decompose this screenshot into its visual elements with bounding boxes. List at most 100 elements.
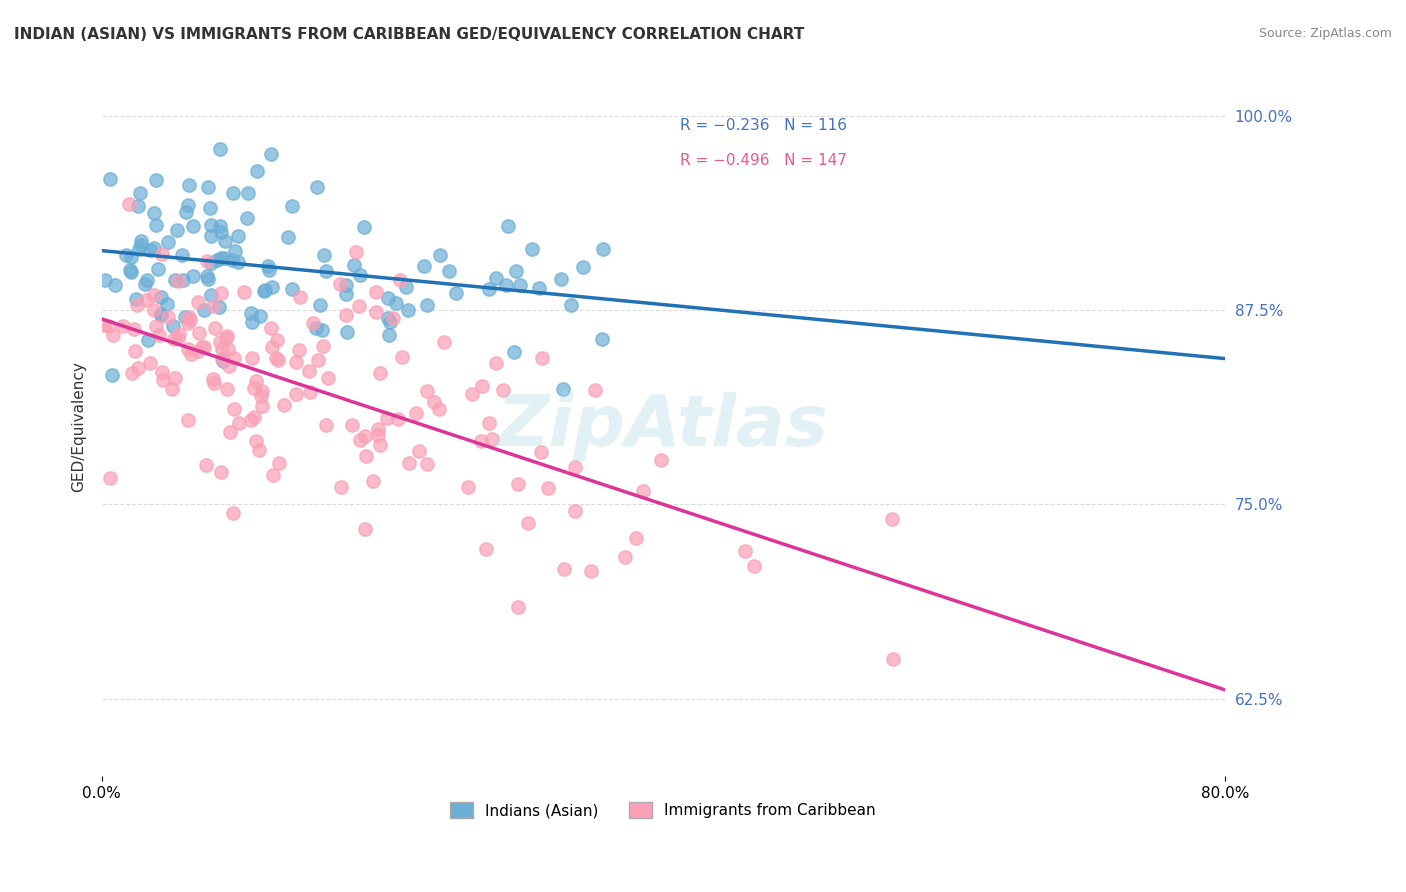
Immigrants from Caribbean: [180, 347, 202, 361]
Immigrants from Caribbean: [197, 253, 219, 268]
Immigrants from Caribbean: [193, 340, 215, 354]
Immigrants from Caribbean: [245, 374, 267, 388]
Immigrants from Caribbean: [143, 287, 166, 301]
Immigrants from Caribbean: [150, 365, 173, 379]
Immigrants from Caribbean: [461, 386, 484, 401]
Immigrants from Caribbean: [364, 285, 387, 299]
Immigrants from Caribbean: [222, 506, 245, 520]
Immigrants from Caribbean: [470, 434, 492, 448]
Immigrants from Caribbean: [312, 339, 335, 353]
Immigrants from Caribbean: [742, 559, 765, 574]
Immigrants from Caribbean: [457, 480, 479, 494]
Immigrants from Caribbean: [242, 381, 264, 395]
Immigrants from Caribbean: [287, 343, 309, 357]
Immigrants from Caribbean: [152, 373, 174, 387]
Immigrants from Caribbean: [156, 310, 179, 324]
Immigrants from Caribbean: [269, 456, 291, 470]
Immigrants from Caribbean: [177, 342, 200, 356]
Immigrants from Caribbean: [492, 384, 515, 398]
Immigrants from Caribbean: [163, 332, 186, 346]
Immigrants from Caribbean: [177, 316, 200, 330]
Immigrants from Caribbean: [218, 359, 240, 373]
Immigrants from Caribbean: [273, 398, 295, 412]
Immigrants from Caribbean: [177, 412, 200, 426]
Indians (Asian): [148, 261, 170, 276]
Indians (Asian): [304, 321, 326, 335]
Immigrants from Caribbean: [240, 412, 263, 426]
Indians (Asian): [572, 260, 595, 275]
Immigrants from Caribbean: [266, 334, 288, 348]
Indians (Asian): [280, 282, 302, 296]
Indians (Asian): [496, 219, 519, 234]
Indians (Asian): [118, 262, 141, 277]
Immigrants from Caribbean: [508, 599, 530, 614]
Immigrants from Caribbean: [530, 351, 553, 366]
Indians (Asian): [377, 311, 399, 326]
Indians (Asian): [149, 290, 172, 304]
Indians (Asian): [509, 277, 531, 292]
Immigrants from Caribbean: [364, 305, 387, 319]
Indians (Asian): [170, 248, 193, 262]
Immigrants from Caribbean: [195, 458, 218, 473]
Indians (Asian): [129, 186, 152, 201]
Immigrants from Caribbean: [122, 322, 145, 336]
Immigrants from Caribbean: [243, 410, 266, 425]
Indians (Asian): [156, 297, 179, 311]
Indians (Asian): [156, 235, 179, 250]
Immigrants from Caribbean: [247, 442, 270, 457]
Indians (Asian): [280, 199, 302, 213]
Immigrants from Caribbean: [245, 434, 267, 449]
Indians (Asian): [260, 147, 283, 161]
Immigrants from Caribbean: [167, 331, 190, 345]
Indians (Asian): [253, 284, 276, 298]
Immigrants from Caribbean: [187, 295, 209, 310]
Immigrants from Caribbean: [361, 474, 384, 488]
Immigrants from Caribbean: [335, 309, 357, 323]
Immigrants from Caribbean: [613, 549, 636, 564]
Immigrants from Caribbean: [579, 564, 602, 578]
Indians (Asian): [125, 292, 148, 306]
Immigrants from Caribbean: [368, 438, 391, 452]
Immigrants from Caribbean: [633, 484, 655, 499]
Immigrants from Caribbean: [388, 273, 411, 287]
Immigrants from Caribbean: [405, 406, 427, 420]
Indians (Asian): [200, 255, 222, 269]
Indians (Asian): [145, 173, 167, 187]
Immigrants from Caribbean: [330, 480, 353, 494]
Indians (Asian): [131, 238, 153, 252]
Indians (Asian): [212, 252, 235, 266]
Indians (Asian): [142, 241, 165, 255]
Indians (Asian): [195, 269, 218, 284]
Indians (Asian): [93, 273, 115, 287]
Indians (Asian): [165, 273, 187, 287]
Immigrants from Caribbean: [260, 321, 283, 335]
Immigrants from Caribbean: [298, 364, 321, 378]
Immigrants from Caribbean: [626, 531, 648, 545]
Immigrants from Caribbean: [135, 293, 157, 308]
Indians (Asian): [505, 264, 527, 278]
Immigrants from Caribbean: [125, 297, 148, 311]
Immigrants from Caribbean: [375, 411, 398, 425]
Indians (Asian): [236, 186, 259, 200]
Immigrants from Caribbean: [201, 372, 224, 386]
Immigrants from Caribbean: [880, 511, 903, 525]
Immigrants from Caribbean: [103, 328, 125, 343]
Indians (Asian): [240, 315, 263, 329]
Immigrants from Caribbean: [260, 340, 283, 354]
Immigrants from Caribbean: [553, 561, 575, 575]
Indians (Asian): [444, 286, 467, 301]
Immigrants from Caribbean: [391, 350, 413, 364]
Indians (Asian): [396, 303, 419, 318]
Indians (Asian): [553, 382, 575, 396]
Immigrants from Caribbean: [262, 468, 284, 483]
Indians (Asian): [335, 287, 357, 301]
Immigrants from Caribbean: [250, 399, 273, 413]
Indians (Asian): [307, 179, 329, 194]
Indians (Asian): [226, 255, 249, 269]
Indians (Asian): [315, 264, 337, 278]
Indians (Asian): [121, 250, 143, 264]
Immigrants from Caribbean: [112, 319, 135, 334]
Immigrants from Caribbean: [307, 353, 329, 368]
Immigrants from Caribbean: [233, 285, 256, 300]
Immigrants from Caribbean: [217, 342, 239, 356]
